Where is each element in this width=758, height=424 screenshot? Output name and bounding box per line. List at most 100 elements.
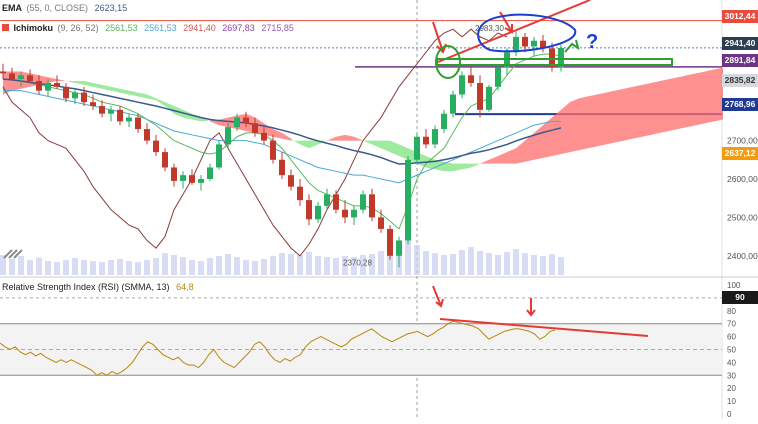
cloud-segment	[696, 71, 705, 126]
volume-bar	[234, 257, 240, 275]
ichimoku-legend: Ichimoku (9, 26, 52) 2561,53 2561,53 294…	[2, 23, 298, 33]
price-tick-label: 2600,00	[727, 174, 758, 184]
candle-body	[324, 194, 330, 206]
candle-body	[90, 102, 96, 107]
candle-body	[513, 36, 519, 53]
candle-body	[333, 194, 339, 210]
volume-bar	[333, 258, 339, 275]
cloud-segment	[678, 75, 687, 130]
rsi-tick-label: 0	[727, 410, 732, 419]
green-check	[564, 39, 580, 53]
volume-bar	[378, 251, 384, 275]
candle-body	[531, 40, 537, 47]
rsi-arrow-1	[432, 285, 442, 307]
rsi-value: 64,8	[176, 282, 194, 292]
rsi-tag: 90	[722, 291, 758, 304]
volume-bar	[549, 254, 555, 275]
candle-body	[495, 67, 501, 87]
volume-bar	[225, 254, 231, 275]
price-tick-label: 2500,00	[727, 212, 758, 222]
volume-bar	[342, 256, 348, 275]
cloud-segment	[129, 90, 138, 97]
rsi-name: Relative Strength Index (RSI) (SMMA, 13)	[2, 282, 170, 292]
candle-body	[117, 109, 123, 122]
tv-logo-icon	[3, 249, 23, 259]
cloud-segment	[642, 82, 651, 137]
cloud-segment	[336, 134, 345, 141]
candle-body	[171, 167, 177, 181]
candle-body	[126, 117, 132, 122]
cloud-segment	[552, 109, 561, 156]
green-box	[436, 58, 673, 66]
volume-bar	[522, 253, 528, 275]
volume-bar	[495, 255, 501, 275]
candle-body	[81, 92, 87, 103]
candle-body	[540, 40, 546, 49]
rsi-tick-label: 30	[727, 371, 736, 380]
candle-body	[216, 144, 222, 168]
cloud-segment	[93, 82, 102, 89]
volume-bar	[252, 261, 258, 275]
candle-body	[18, 75, 24, 80]
volume-bar	[144, 260, 150, 275]
volume-bar	[207, 258, 213, 275]
volume-bar	[108, 260, 114, 275]
candle-body	[54, 82, 60, 87]
cloud-segment	[651, 81, 660, 135]
volume-bar	[414, 245, 420, 275]
volume-bar	[18, 256, 24, 275]
cloud-segment	[588, 94, 597, 149]
cloud-segment	[48, 77, 57, 83]
cloud-segment	[282, 132, 291, 141]
volume-bar	[261, 259, 267, 275]
volume-bar	[45, 261, 51, 275]
low-price-label: 2370,28	[343, 258, 372, 267]
candle-body	[135, 117, 141, 130]
volume-bar	[306, 252, 312, 275]
candle-body	[162, 152, 168, 168]
cloud-segment	[543, 117, 552, 158]
cloud-segment	[471, 163, 480, 168]
rsi-arrow-head-2	[526, 309, 536, 317]
volume-bar	[198, 261, 204, 275]
volume-bar	[126, 261, 132, 275]
volume-bar	[189, 260, 195, 275]
candle-body	[207, 167, 213, 179]
ema-params: (55, 0, CLOSE)	[26, 3, 89, 13]
volume-bar	[90, 261, 96, 275]
cloud-segment	[147, 94, 156, 101]
uptrend-line	[437, 0, 591, 63]
volume-bar	[36, 257, 42, 275]
candle-body	[108, 109, 114, 114]
volume-bar	[360, 255, 366, 275]
volume-bar	[324, 257, 330, 275]
blue-scribble	[477, 13, 577, 53]
candle-body	[459, 75, 465, 95]
volume-bar	[432, 253, 438, 275]
cloud-segment	[372, 140, 381, 149]
rsi-tick-label: 40	[727, 358, 736, 367]
cloud-segment	[291, 138, 300, 145]
cloud-segment	[579, 96, 588, 151]
cloud-segment	[480, 159, 489, 164]
ema-line	[2, 78, 562, 165]
cloud-segment	[309, 140, 318, 149]
rsi-tick-label: 80	[727, 307, 736, 316]
volume-bar	[9, 259, 15, 275]
volume-bar	[216, 256, 222, 275]
candle-body	[36, 81, 42, 91]
arrow-down-1	[432, 21, 444, 53]
candle-body	[378, 217, 384, 229]
candle-body	[180, 175, 186, 181]
volume-bar	[270, 256, 276, 275]
ichimoku-name: Ichimoku	[13, 23, 54, 33]
volume-bar	[153, 258, 159, 275]
price-tag-level: 2891,84	[722, 54, 758, 67]
cloud-segment	[453, 163, 462, 172]
volume-bar	[81, 260, 87, 275]
rsi-tick-label: 60	[727, 333, 736, 342]
candle-body	[477, 82, 483, 110]
volume-bar	[405, 240, 411, 275]
